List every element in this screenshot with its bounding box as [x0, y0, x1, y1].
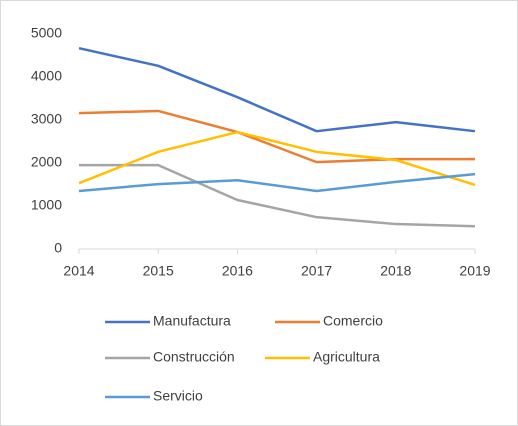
- x-tick-label: 2016: [222, 263, 253, 279]
- legend-label: Servicio: [153, 388, 203, 404]
- y-tick-label: 4000: [31, 68, 62, 84]
- y-tick-label: 1000: [31, 197, 62, 213]
- x-tick-label: 2015: [143, 263, 174, 279]
- series-line: [79, 163, 476, 228]
- legend-label: Agricultura: [313, 349, 380, 365]
- legend-label: Construcción: [153, 349, 235, 365]
- y-tick-label: 5000: [31, 25, 62, 41]
- x-tick-label: 2017: [301, 263, 332, 279]
- y-tick-label: 2000: [31, 154, 62, 170]
- y-tick-label: 3000: [31, 111, 62, 127]
- series-line: [78, 172, 476, 193]
- series-line: [78, 109, 475, 164]
- x-tick-label: 2018: [380, 263, 411, 279]
- legend-label: Comercio: [323, 313, 383, 329]
- series-line: [78, 130, 476, 187]
- legend-label: Manufactura: [153, 313, 231, 329]
- y-tick-label: 0: [54, 240, 62, 256]
- series-line: [78, 46, 476, 133]
- x-tick-label: 2014: [63, 263, 94, 279]
- x-tick-label: 2019: [459, 263, 490, 279]
